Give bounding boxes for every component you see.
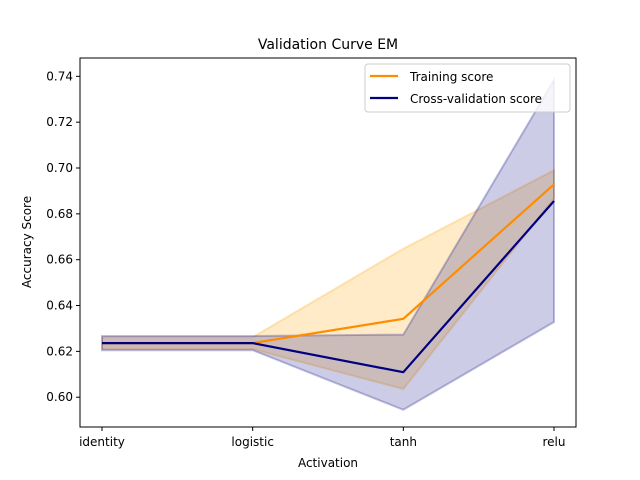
x-axis-label: Activation <box>298 456 358 470</box>
legend: Training score Cross-validation score <box>364 63 571 113</box>
y-tick-label-2: 0.64 <box>46 299 73 313</box>
y-axis-label: Accuracy Score <box>20 196 34 288</box>
series-lines <box>101 183 555 374</box>
y-tick-label-4: 0.68 <box>46 207 73 221</box>
x-tick-label-0: identity <box>79 435 125 449</box>
y-axis-ticks: 0.60 0.62 0.64 0.66 0.68 0.70 0.72 0.74 <box>46 69 80 404</box>
y-tick-label-7: 0.74 <box>46 69 73 83</box>
x-tick-label-3: relu <box>543 435 566 449</box>
y-tick-label-5: 0.70 <box>46 161 73 175</box>
x-tick-label-2: tanh <box>390 435 417 449</box>
band-series-0 <box>101 168 555 391</box>
y-tick-label-3: 0.66 <box>46 253 73 267</box>
line-series-1 <box>102 200 555 374</box>
x-axis-ticks: identity logistic tanh relu <box>79 427 566 449</box>
y-tick-label-1: 0.62 <box>46 344 73 358</box>
y-tick-label-6: 0.72 <box>46 115 73 129</box>
legend-box <box>364 63 571 113</box>
axes-frame <box>79 57 577 428</box>
legend-label-training: Training score <box>409 70 493 84</box>
chart-title: Validation Curve EM <box>258 37 398 53</box>
y-tick-label-0: 0.60 <box>46 390 73 404</box>
x-tick-label-1: logistic <box>231 435 274 449</box>
legend-label-cross-validation: Cross-validation score <box>410 92 542 106</box>
